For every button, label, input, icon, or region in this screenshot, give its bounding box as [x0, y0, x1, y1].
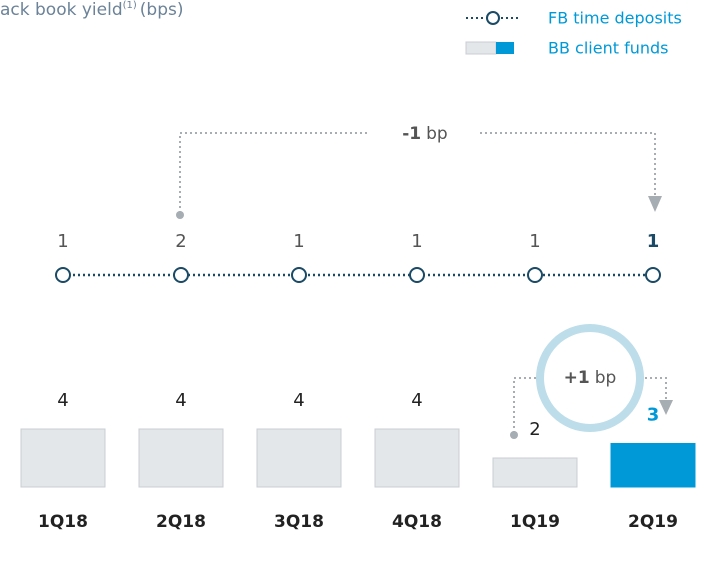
line-marker	[173, 267, 189, 283]
bracket-bottom	[513, 377, 667, 433]
x-tick-label: 2Q19	[628, 512, 678, 532]
bracket-arrow	[648, 196, 662, 212]
line-value-label: 1	[57, 231, 68, 252]
title-sup: (1)	[123, 0, 137, 11]
x-tick-label: 1Q18	[38, 512, 88, 532]
bracket-dot	[176, 211, 184, 219]
annotation-unit: bp	[426, 124, 448, 144]
bar-value-label: 4	[175, 390, 186, 411]
bar	[20, 428, 106, 488]
legend-swatch	[496, 42, 514, 54]
chart-title: ack book yield(1) (bps)	[0, 0, 184, 20]
bar-value-label: 4	[293, 390, 304, 411]
x-tick-label: 1Q19	[510, 512, 560, 532]
annotation: -1 bp	[402, 124, 447, 144]
line-value-label: 1	[293, 231, 304, 252]
legend-marker	[486, 11, 500, 25]
line-value-label: 2	[175, 231, 186, 252]
legend-label: FB time deposits	[548, 9, 682, 28]
bar	[256, 428, 342, 488]
bracket-top	[179, 132, 656, 213]
bar	[138, 428, 224, 488]
title-main: ack book yield	[0, 0, 123, 20]
legend-label: BB client funds	[548, 39, 668, 58]
line-marker	[645, 267, 661, 283]
bar	[374, 428, 460, 488]
line-value-label: 1	[411, 231, 422, 252]
line-value-label: 1	[529, 231, 540, 252]
line-marker	[291, 267, 307, 283]
line-marker	[409, 267, 425, 283]
highlight-ring	[536, 324, 644, 432]
annotation-value: -1	[402, 124, 421, 144]
bar-value-label: 4	[411, 390, 422, 411]
annotation: +1 bp	[564, 368, 617, 388]
bar-value-label: 4	[57, 390, 68, 411]
bar	[610, 443, 696, 488]
line-marker	[527, 267, 543, 283]
bar-value-label: 2	[529, 419, 540, 440]
line-value-label: 1	[647, 231, 660, 252]
bar-value-label: 3	[647, 405, 660, 426]
title-unit: (bps)	[140, 0, 184, 20]
legend-swatch	[465, 41, 497, 55]
bracket-dot	[510, 431, 518, 439]
x-tick-label: 4Q18	[392, 512, 442, 532]
x-tick-label: 3Q18	[274, 512, 324, 532]
annotation-value: +1	[564, 368, 590, 388]
x-tick-label: 2Q18	[156, 512, 206, 532]
line-marker	[55, 267, 71, 283]
bracket-arrow	[659, 400, 673, 415]
annotation-unit: bp	[595, 368, 617, 388]
bar	[492, 457, 578, 488]
